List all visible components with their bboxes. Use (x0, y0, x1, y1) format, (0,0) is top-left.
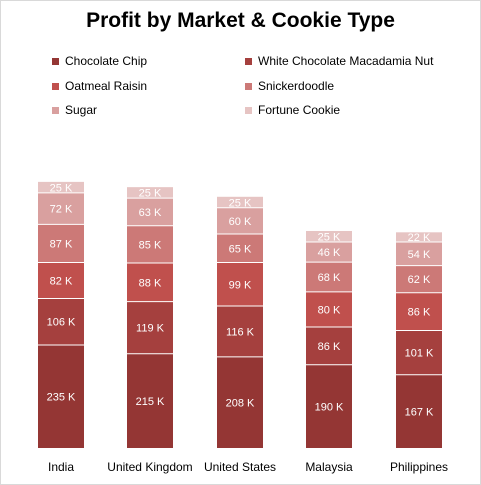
bar-segment-united-kingdom-chocolate-chip (127, 353, 173, 448)
data-label-united-states-white-chocolate-macadamia-nut: 116 K (226, 326, 255, 338)
legend-label-snickerdoodle: Snickerdoodle (258, 79, 335, 93)
legend-swatch-sugar (52, 106, 59, 114)
bar-stack-united-kingdom: 215 K 119 K 88 K 85 K 63 K 25 K (127, 187, 173, 448)
data-label-united-states-oatmeal-raisin: 99 K (229, 279, 252, 291)
data-label-united-states-sugar: 60 K (229, 216, 252, 228)
bar-segment-india-snickerdoodle (38, 224, 84, 263)
legend-label-white-chocolate-macadamia-nut: White Chocolate Macadamia Nut (258, 54, 434, 68)
data-label-united-kingdom-chocolate-chip: 215 K (136, 396, 165, 408)
bar-segment-united-kingdom-fortune-cookie (127, 187, 173, 199)
bar-segment-india-white-chocolate-macadamia-nut (38, 298, 84, 345)
data-label-united-states-chocolate-chip: 208 K (226, 397, 255, 409)
data-label-united-kingdom-snickerdoodle: 85 K (139, 239, 162, 251)
bar-segment-united-states-oatmeal-raisin (217, 262, 263, 306)
bar-segment-philippines-sugar (396, 241, 442, 266)
legend-swatch-chocolate-chip (52, 57, 59, 65)
bar-segment-united-kingdom-oatmeal-raisin (127, 262, 173, 302)
category-label-malaysia: Malaysia (305, 460, 353, 474)
bar-segment-india-fortune-cookie (38, 181, 84, 193)
bar-stack-philippines: 167 K 101 K 86 K 62 K 54 K 22 K (396, 232, 442, 448)
legend-label-chocolate-chip: Chocolate Chip (65, 54, 148, 68)
legend-item-snickerdoodle: Snickerdoodle (245, 78, 334, 94)
data-label-united-kingdom-sugar: 63 K (139, 207, 162, 219)
bar-segment-malaysia-snickerdoodle (306, 262, 352, 292)
bar-stack-malaysia: 190 K 86 K 80 K 68 K 46 K 25 K (306, 230, 352, 448)
bar-segment-india-oatmeal-raisin (38, 262, 84, 299)
bar-segment-united-kingdom-sugar (127, 198, 173, 226)
data-label-united-states-snickerdoodle: 65 K (229, 243, 252, 255)
bar-segment-united-states-chocolate-chip (217, 356, 263, 448)
data-label-malaysia-chocolate-chip: 190 K (315, 401, 344, 413)
data-label-united-kingdom-white-chocolate-macadamia-nut: 119 K (136, 323, 165, 335)
data-label-united-kingdom-oatmeal-raisin: 88 K (139, 277, 162, 289)
data-label-india-snickerdoodle: 87 K (50, 238, 73, 250)
bar-segment-malaysia-chocolate-chip (306, 364, 352, 448)
data-label-india-oatmeal-raisin: 82 K (50, 276, 73, 288)
legend-item-sugar: Sugar (52, 102, 97, 118)
bar-segment-united-states-snickerdoodle (217, 234, 263, 263)
bar-segment-india-sugar (38, 192, 84, 225)
data-label-malaysia-sugar: 46 K (318, 247, 341, 259)
bar-segment-united-states-sugar (217, 207, 263, 235)
legend-label-oatmeal-raisin: Oatmeal Raisin (65, 79, 148, 93)
bar-stack-united-states: 208 K 116 K 99 K 65 K 60 K 25 K (217, 196, 263, 448)
data-label-india-sugar: 72 K (50, 204, 73, 216)
legend-swatch-snickerdoodle (245, 82, 252, 90)
bar-segment-philippines-white-chocolate-macadamia-nut (396, 330, 442, 375)
legend-item-fortune-cookie: Fortune Cookie (245, 102, 340, 118)
category-label-united-kingdom: United Kingdom (107, 460, 192, 474)
bar-segment-philippines-fortune-cookie (396, 232, 442, 242)
data-label-malaysia-white-chocolate-macadamia-nut: 86 K (318, 341, 341, 353)
bar-segment-philippines-snickerdoodle (396, 265, 442, 293)
data-label-philippines-oatmeal-raisin: 86 K (408, 307, 431, 319)
bar-segment-united-kingdom-snickerdoodle (127, 225, 173, 263)
legend-label-sugar: Sugar (65, 103, 98, 117)
legend-item-oatmeal-raisin: Oatmeal Raisin (52, 78, 147, 94)
legend-item-chocolate-chip: Chocolate Chip (52, 53, 147, 69)
bar-segment-united-kingdom-white-chocolate-macadamia-nut (127, 301, 173, 354)
data-label-united-kingdom-fortune-cookie: 25 K (139, 188, 162, 200)
bar-segment-united-states-white-chocolate-macadamia-nut (217, 305, 263, 357)
data-label-malaysia-fortune-cookie: 25 K (318, 231, 341, 243)
legend-label-fortune-cookie: Fortune Cookie (258, 103, 341, 117)
bar-segment-malaysia-fortune-cookie (306, 230, 352, 242)
bar-segment-india-chocolate-chip (38, 344, 84, 448)
chart-title: Profit by Market & Cookie Type (86, 9, 395, 32)
data-label-india-fortune-cookie: 25 K (50, 182, 73, 194)
data-label-united-states-fortune-cookie: 25 K (229, 197, 252, 209)
bar-segment-malaysia-white-chocolate-macadamia-nut (306, 327, 352, 365)
data-label-philippines-white-chocolate-macadamia-nut: 101 K (405, 348, 434, 360)
bar-segment-malaysia-sugar (306, 241, 352, 263)
data-label-philippines-fortune-cookie: 22 K (408, 232, 431, 244)
data-label-malaysia-oatmeal-raisin: 80 K (318, 304, 341, 316)
data-label-malaysia-snickerdoodle: 68 K (318, 272, 341, 284)
category-label-philippines: Philippines (390, 460, 448, 474)
bar-segment-philippines-chocolate-chip (396, 374, 442, 448)
bar-segment-malaysia-oatmeal-raisin (306, 291, 352, 328)
category-label-india: India (48, 460, 74, 474)
legend-swatch-fortune-cookie (245, 106, 252, 114)
category-label-united-states: United States (204, 460, 276, 474)
bar-stack-india: 235 K 106 K 82 K 87 K 72 K 25 K (38, 181, 84, 448)
data-label-philippines-chocolate-chip: 167 K (405, 406, 434, 418)
data-label-india-chocolate-chip: 235 K (47, 391, 76, 403)
data-label-india-white-chocolate-macadamia-nut: 106 K (47, 317, 76, 329)
data-label-philippines-sugar: 54 K (408, 249, 431, 261)
bar-segment-philippines-oatmeal-raisin (396, 292, 442, 331)
bar-segment-united-states-fortune-cookie (217, 196, 263, 208)
data-label-philippines-snickerdoodle: 62 K (408, 274, 431, 286)
legend-swatch-white-chocolate-macadamia-nut (245, 57, 252, 65)
legend-item-white-chocolate-macadamia-nut: White Chocolate Macadamia Nut (245, 53, 433, 69)
legend-swatch-oatmeal-raisin (52, 82, 59, 90)
